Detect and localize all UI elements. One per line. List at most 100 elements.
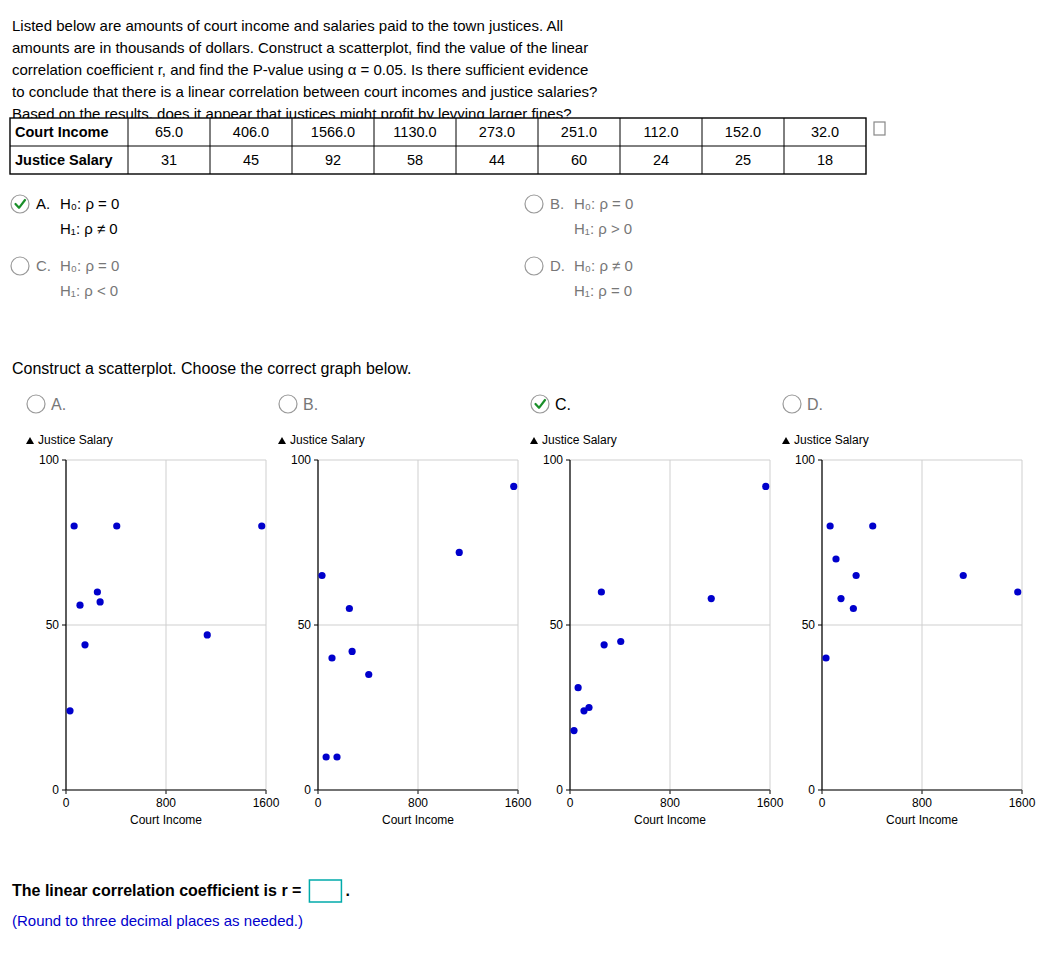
tick-label: 0 bbox=[315, 796, 322, 810]
tick-label: 0 bbox=[63, 796, 70, 810]
grid-line bbox=[66, 460, 67, 790]
table-row-label: Court Income bbox=[15, 124, 108, 140]
chart-title: A. bbox=[51, 396, 66, 413]
tick-label: 0 bbox=[808, 783, 815, 797]
tick-label: 100 bbox=[39, 453, 59, 467]
y-axis-label: Justice Salary bbox=[542, 433, 617, 447]
tick-label: 0 bbox=[52, 783, 59, 797]
table-cell: 25 bbox=[735, 152, 751, 168]
point bbox=[585, 704, 592, 711]
point bbox=[328, 654, 335, 661]
table-cell: 58 bbox=[407, 152, 423, 168]
grid-line bbox=[318, 790, 518, 791]
grid-line bbox=[570, 790, 770, 791]
grid-line bbox=[318, 460, 319, 790]
radio-button bbox=[783, 395, 801, 413]
point bbox=[94, 588, 101, 595]
x-axis-label: Court Income bbox=[130, 813, 202, 827]
point bbox=[598, 588, 605, 595]
point bbox=[960, 572, 967, 579]
points bbox=[570, 483, 769, 734]
points bbox=[822, 522, 1021, 661]
grid-line bbox=[570, 460, 770, 461]
graph-choice[interactable]: C. bbox=[531, 395, 571, 413]
alternative-hypothesis: H₁: ρ < 0 bbox=[60, 282, 118, 299]
point bbox=[832, 555, 839, 562]
point bbox=[346, 605, 353, 612]
table-cell: 24 bbox=[653, 152, 669, 168]
point bbox=[869, 522, 876, 529]
point bbox=[822, 654, 829, 661]
y-axis bbox=[569, 460, 570, 790]
table-cell: 273.0 bbox=[479, 124, 515, 140]
x-axis-label: Court Income bbox=[382, 813, 454, 827]
point bbox=[853, 572, 860, 579]
option-label: B. bbox=[550, 195, 564, 212]
point bbox=[97, 598, 104, 605]
table-cell: 32.0 bbox=[811, 124, 839, 140]
page: Listed below are amounts of court income… bbox=[0, 0, 1056, 976]
tick-label: 0 bbox=[556, 783, 563, 797]
y-axis bbox=[65, 460, 66, 790]
alternative-hypothesis: H₁: ρ ≠ 0 bbox=[60, 220, 118, 237]
round-note: (Round to three decimal places as needed… bbox=[12, 912, 303, 929]
table-rule bbox=[620, 118, 621, 174]
option-label: A. bbox=[36, 195, 50, 212]
chart-title: B. bbox=[303, 396, 318, 413]
graph-choice[interactable]: B. bbox=[279, 395, 318, 413]
axis-arrow bbox=[530, 437, 538, 444]
x-axis-label: Court Income bbox=[886, 813, 958, 827]
point bbox=[617, 638, 624, 645]
table-cell: 18 bbox=[817, 152, 833, 168]
hypothesis-option[interactable]: D.H₀: ρ ≠ 0H₁: ρ = 0 bbox=[525, 257, 633, 299]
point bbox=[837, 595, 844, 602]
y-axis bbox=[317, 460, 318, 790]
tick-label: 100 bbox=[543, 453, 563, 467]
hypothesis-option[interactable]: C.H₀: ρ = 0H₁: ρ < 0 bbox=[11, 257, 119, 299]
tick-label: 50 bbox=[802, 618, 816, 632]
paragraph-line: to conclude that there is a linear corre… bbox=[12, 83, 597, 100]
tick-label: 800 bbox=[156, 796, 176, 810]
y-axis bbox=[821, 460, 822, 790]
paragraph-line: correlation coefficient r, and find the … bbox=[12, 61, 588, 78]
point bbox=[456, 549, 463, 556]
point bbox=[333, 753, 340, 760]
table-cell: 1566.0 bbox=[311, 124, 355, 140]
tick-label: 800 bbox=[912, 796, 932, 810]
table-rule bbox=[784, 118, 785, 174]
radio-button bbox=[525, 195, 543, 213]
y-axis-label: Justice Salary bbox=[38, 433, 113, 447]
point bbox=[1014, 588, 1021, 595]
instruction: Construct a scatterplot. Choose the corr… bbox=[12, 360, 411, 377]
tick-label: 800 bbox=[660, 796, 680, 810]
scatter-chart: A.Justice Salary08001600050100Court Inco… bbox=[26, 395, 280, 827]
answer-box[interactable] bbox=[309, 880, 341, 902]
point bbox=[113, 522, 120, 529]
data-table: Court IncomeJustice Salary65.0406.01566.… bbox=[10, 118, 866, 174]
table-cell: 1130.0 bbox=[393, 124, 436, 140]
points bbox=[318, 483, 517, 761]
tick-label: 0 bbox=[304, 783, 311, 797]
chart-title: D. bbox=[807, 396, 823, 413]
radio-button bbox=[27, 395, 45, 413]
y-axis-label: Justice Salary bbox=[794, 433, 869, 447]
table-cell: 45 bbox=[243, 152, 259, 168]
grid-line bbox=[318, 625, 518, 626]
tick-label: 100 bbox=[291, 453, 311, 467]
grid-line bbox=[822, 460, 823, 790]
tick-label: 50 bbox=[46, 618, 60, 632]
alternative-hypothesis: H₁: ρ = 0 bbox=[574, 282, 632, 299]
option-label: C. bbox=[36, 257, 51, 274]
grid-line bbox=[822, 625, 1022, 626]
tick-label: 50 bbox=[550, 618, 564, 632]
table-rule bbox=[456, 118, 457, 174]
x-axis bbox=[66, 789, 266, 790]
hypothesis-option[interactable]: B.H₀: ρ = 0H₁: ρ > 0 bbox=[525, 195, 633, 237]
point bbox=[323, 753, 330, 760]
x-axis bbox=[570, 789, 770, 790]
tick-label: 0 bbox=[819, 796, 826, 810]
hypothesis-option[interactable]: A.H₀: ρ = 0H₁: ρ ≠ 0 bbox=[11, 195, 119, 237]
graph-choice[interactable]: D. bbox=[783, 395, 823, 413]
graph-choice[interactable]: A. bbox=[27, 395, 66, 413]
point bbox=[365, 671, 372, 678]
